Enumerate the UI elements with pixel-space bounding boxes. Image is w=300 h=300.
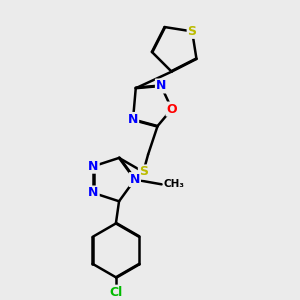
Text: Cl: Cl [109, 286, 122, 299]
Text: N: N [128, 113, 138, 126]
Text: N: N [130, 173, 140, 186]
Text: O: O [167, 103, 177, 116]
Text: S: S [139, 165, 148, 178]
Text: N: N [88, 160, 99, 173]
Text: N: N [88, 187, 99, 200]
Text: N: N [156, 80, 166, 92]
Text: S: S [188, 25, 196, 38]
Text: CH₃: CH₃ [163, 179, 184, 189]
